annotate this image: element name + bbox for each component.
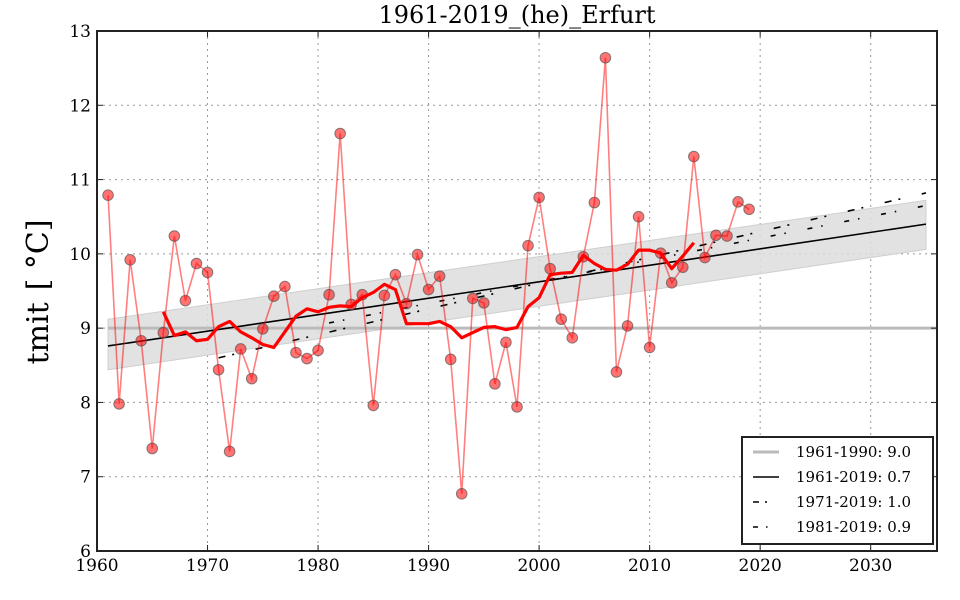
x-tick-label: 1960: [75, 556, 118, 576]
annual-point: [566, 332, 579, 344]
y-tick-label: 10: [69, 245, 91, 265]
x-tick-label: 2000: [517, 556, 560, 576]
annual-point: [422, 283, 435, 296]
y-tick-label: 6: [80, 542, 91, 562]
annual-series-group: [102, 51, 755, 500]
annual-point: [411, 248, 424, 261]
trend-line-solid: [107, 223, 927, 347]
annual-point: [533, 191, 545, 204]
annual-point: [522, 239, 534, 252]
annual-point: [268, 290, 280, 303]
annual-point: [124, 253, 136, 266]
annual-point: [588, 196, 601, 209]
y-axis-label: tmit [ °C]: [21, 219, 56, 364]
legend-label-dashed: 1971-2019: 1.0: [796, 493, 911, 511]
legend-frame: [741, 436, 934, 545]
annual-point: [378, 289, 391, 302]
annual-point: [710, 229, 722, 242]
legend-label-baseline: 1961-1990: 9.0: [796, 443, 911, 461]
annual-point: [256, 323, 269, 335]
annual-point: [478, 297, 490, 309]
tick-labels-group: 1960 1970 1980 1990 2000 2010 2020 2030 6 7 8 9 10 11…: [69, 22, 892, 576]
annual-point: [555, 313, 568, 326]
annual-point: [201, 266, 214, 279]
x-tick-label: 2020: [739, 556, 782, 576]
annual-point: [743, 203, 755, 216]
y-axis-label-unit: [ °C]: [21, 219, 56, 290]
y-tick-label: 9: [80, 319, 91, 339]
annual-point: [290, 346, 302, 359]
y-tick-label: 11: [69, 171, 91, 191]
annual-point: [135, 334, 148, 347]
annual-point: [511, 401, 523, 413]
annual-point: [732, 196, 744, 208]
annual-point: [610, 366, 623, 378]
y-tick-label: 7: [80, 468, 91, 488]
annual-point: [102, 189, 114, 201]
annual-point: [279, 280, 291, 293]
moving-average-group: [161, 241, 696, 350]
annual-point: [643, 341, 656, 354]
x-tick-label: 2030: [849, 556, 892, 576]
annual-point: [433, 270, 446, 282]
y-axis-label-main: tmit: [21, 302, 56, 364]
annual-point: [389, 268, 402, 281]
annual-point: [157, 326, 170, 339]
annual-point: [212, 363, 225, 376]
annual-point: [721, 230, 733, 242]
x-tick-label: 1990: [407, 556, 450, 576]
legend-label-solid: 1961-2019: 0.7: [796, 468, 911, 486]
annual-point: [544, 262, 556, 275]
annual-point: [489, 378, 501, 390]
annual-point: [190, 257, 203, 270]
moving-average-line: [161, 241, 696, 350]
annual-point: [146, 442, 159, 455]
annual-point: [455, 488, 468, 500]
chart-title: 1961-2019_(he)_Erfurt: [378, 1, 655, 29]
plot-frame: [96, 30, 938, 552]
annual-point: [444, 353, 457, 366]
annual-point: [245, 372, 258, 385]
annual-point: [665, 277, 678, 289]
legend: 1961-1990: 9.0 1961-2019: 0.7 1971-2019:…: [741, 436, 934, 545]
annual-point: [466, 292, 479, 305]
annual-point: [500, 336, 512, 349]
annual-point: [323, 288, 335, 301]
annual-point: [688, 150, 700, 163]
annual-point: [621, 320, 634, 332]
annual-point: [367, 399, 380, 412]
annual-point: [699, 251, 711, 264]
x-tick-label: 1970: [186, 556, 229, 576]
annual-point: [334, 127, 346, 140]
legend-label-dashdot: 1981-2019: 0.9: [796, 518, 911, 536]
x-tick-label: 2010: [628, 556, 671, 576]
annual-point: [632, 210, 645, 223]
annual-point: [168, 230, 181, 242]
annual-point: [599, 51, 612, 64]
annual-point: [223, 445, 236, 458]
x-tick-label: 1980: [296, 556, 339, 576]
y-tick-label: 13: [69, 22, 91, 42]
y-tick-label: 12: [69, 96, 91, 116]
annual-point: [113, 398, 125, 410]
annual-point: [234, 343, 247, 355]
annual-point: [301, 352, 313, 365]
annual-point: [676, 261, 689, 274]
y-tick-label: 8: [80, 393, 91, 413]
annual-point: [312, 344, 324, 357]
annual-point: [179, 294, 192, 307]
axes-group: [96, 30, 938, 552]
